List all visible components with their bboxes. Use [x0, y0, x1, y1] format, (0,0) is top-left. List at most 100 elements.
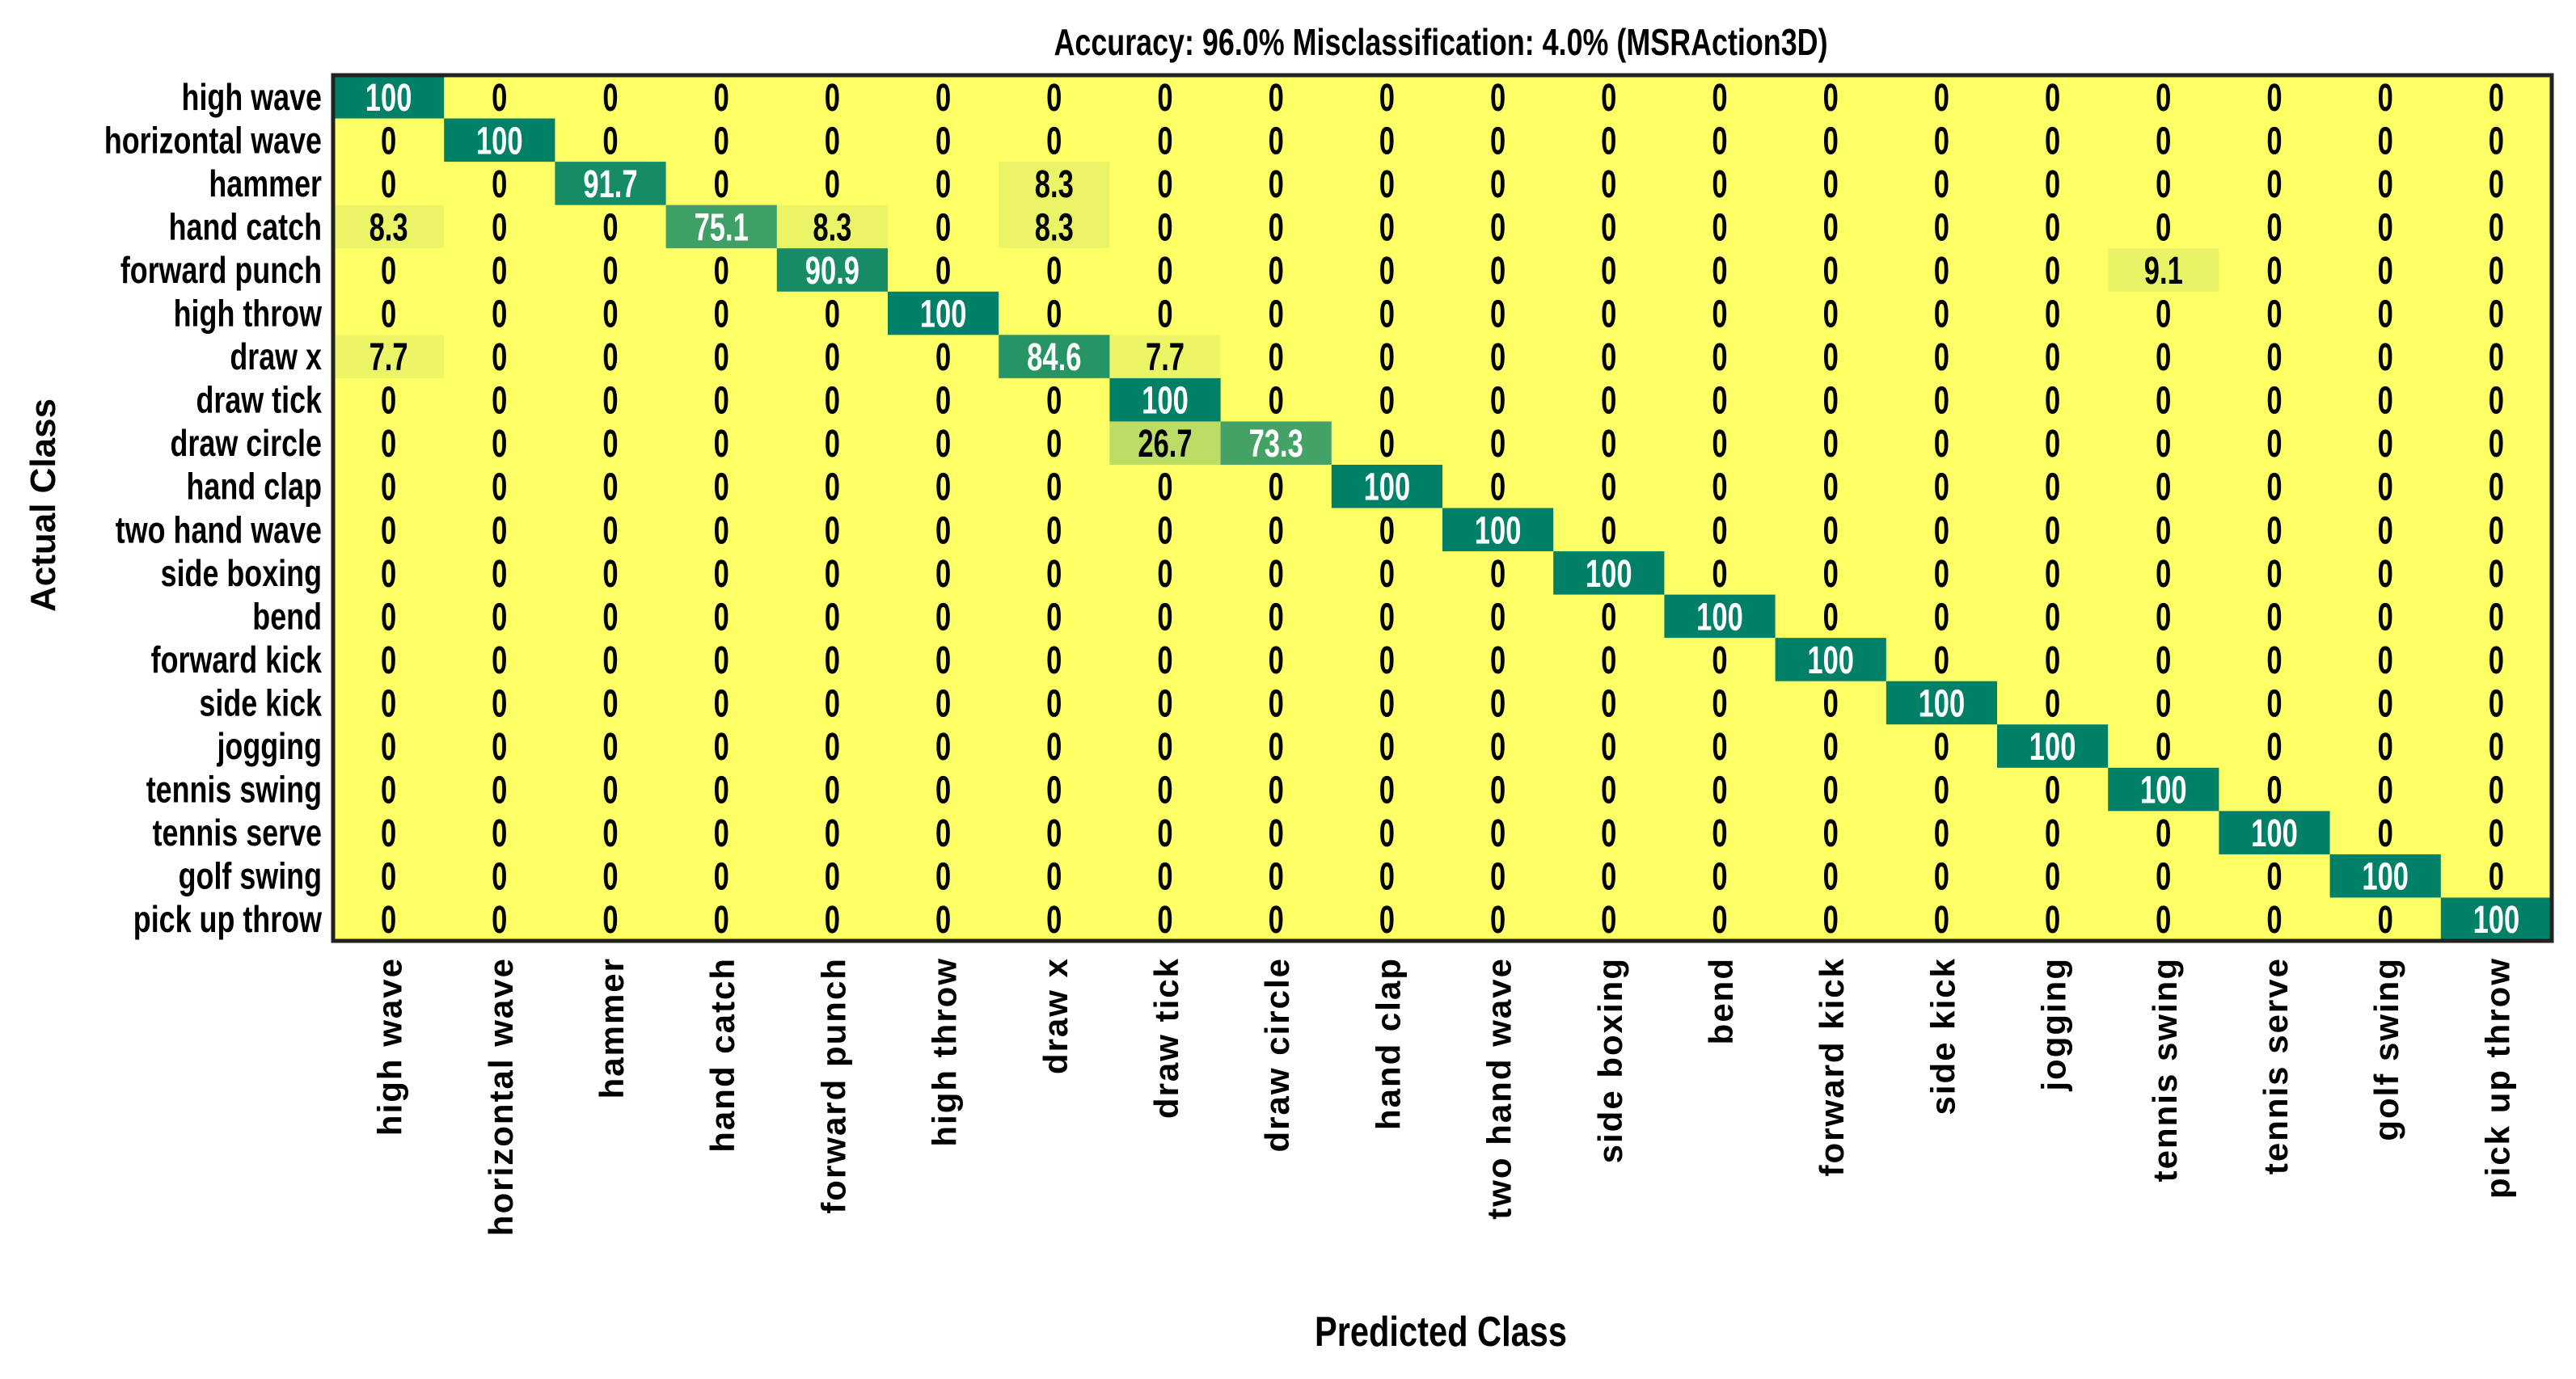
cell-value-label: 0 — [1379, 681, 1395, 725]
cell-value-label: 0 — [714, 248, 729, 292]
cell-value-label: 0 — [2489, 465, 2504, 508]
cell-value-label: 0 — [2045, 854, 2060, 898]
cell-value-label: 0 — [1934, 119, 1949, 162]
cell-value-label: 0 — [1823, 292, 1839, 335]
heatmap-cell — [1553, 75, 1665, 120]
cell-value-label: 0 — [2266, 595, 2282, 639]
cell-value-label: 0 — [1046, 119, 1062, 162]
cell-value-label: 0 — [1601, 681, 1616, 725]
heatmap-cell — [1220, 724, 1332, 769]
heatmap-cell — [2219, 811, 2331, 855]
cell-value-label: 0 — [1823, 119, 1839, 162]
cell-value-label: 0 — [825, 768, 840, 812]
cell-value-label: 100 — [1364, 465, 1411, 508]
cell-value-label: 0 — [602, 335, 618, 378]
cell-value-label: 0 — [1934, 292, 1949, 335]
cell-value-label: 0 — [1269, 812, 1284, 855]
cell-value-label: 0 — [1269, 75, 1284, 119]
heatmap-cell — [1442, 681, 1554, 725]
cell-value-label: 73.3 — [1249, 422, 1303, 466]
heatmap-cell — [333, 594, 445, 639]
cell-value-label: 0 — [1379, 812, 1395, 855]
column-tick-label: side kick — [1924, 957, 1962, 1115]
cell-value-label: 90.9 — [805, 248, 859, 292]
cell-value-label: 0 — [2266, 724, 2282, 768]
heatmap-cell — [2440, 377, 2553, 422]
heatmap-cell — [333, 508, 445, 552]
column-tick-label: side boxing — [1591, 957, 1629, 1163]
heatmap-cell — [1220, 594, 1332, 639]
cell-value-label: 0 — [1712, 898, 1727, 942]
cell-value-label: 0 — [2378, 422, 2393, 466]
heatmap-cell — [1997, 464, 2109, 509]
cell-value-label: 0 — [1934, 378, 1949, 422]
heatmap-cell — [1553, 638, 1665, 682]
cell-value-label: 0 — [1157, 724, 1172, 768]
cell-value-label: 0 — [825, 595, 840, 639]
cell-value-label: 0 — [2156, 812, 2171, 855]
heatmap-cell — [1997, 162, 2109, 206]
cell-value-label: 0 — [935, 551, 951, 595]
cell-value-label: 0 — [381, 681, 396, 725]
cell-value-label: 0 — [2489, 119, 2504, 162]
cell-value-label: 0 — [602, 292, 618, 335]
heatmap-cell — [665, 767, 778, 812]
cell-value-label: 0 — [1934, 595, 1949, 639]
cell-value-label: 0 — [2266, 162, 2282, 205]
cell-value-label: 0 — [935, 898, 951, 942]
heatmap-cell — [1331, 464, 1443, 509]
cell-value-label: 0 — [1712, 465, 1727, 508]
cell-value-label: 0 — [2045, 422, 2060, 466]
cell-value-label: 100 — [2362, 854, 2409, 898]
cell-value-label: 0 — [825, 681, 840, 725]
heatmap-cell — [1109, 291, 1222, 335]
heatmap-cell — [1997, 638, 2109, 682]
cell-value-label: 0 — [1379, 248, 1395, 292]
cell-value-label: 0 — [1157, 119, 1172, 162]
heatmap-cell — [444, 291, 555, 335]
cell-value-label: 0 — [1490, 205, 1505, 249]
heatmap-cell — [1553, 767, 1665, 812]
heatmap-cell — [999, 767, 1110, 812]
heatmap-cell — [776, 118, 889, 162]
cell-value-label: 0 — [935, 465, 951, 508]
row-tick-label: pick up throw — [133, 899, 323, 940]
cell-value-label: 0 — [2156, 292, 2171, 335]
heatmap-cell — [1220, 75, 1332, 120]
heatmap-cell — [1220, 291, 1332, 335]
heatmap-cell — [2329, 594, 2442, 639]
heatmap-cell — [1775, 508, 1887, 552]
row-tick-label: high throw — [174, 293, 323, 334]
cell-value-label: 0 — [935, 248, 951, 292]
cell-value-label: 0 — [602, 75, 618, 119]
heatmap-cell — [1997, 248, 2109, 293]
heatmap-cell — [333, 811, 445, 855]
heatmap-cell — [1886, 248, 1998, 293]
heatmap-cell — [1775, 681, 1887, 725]
cell-value-label: 0 — [2489, 422, 2504, 466]
cell-value-label: 0 — [1934, 465, 1949, 508]
heatmap-cell — [444, 205, 555, 249]
cell-value-label: 0 — [2489, 551, 2504, 595]
cell-value-label: 0 — [2266, 422, 2282, 466]
heatmap-cell — [1775, 335, 1887, 379]
column-tick-label: draw circle — [1258, 957, 1296, 1152]
heatmap-cell — [1886, 508, 1998, 552]
cell-value-label: 0 — [602, 854, 618, 898]
cell-value-label: 0 — [1490, 162, 1505, 205]
heatmap-cell — [1331, 75, 1443, 120]
cell-value-label: 0 — [381, 119, 396, 162]
cell-value-label: 0 — [1712, 162, 1727, 205]
cell-value-label: 0 — [1712, 508, 1727, 552]
cell-value-label: 0 — [2156, 551, 2171, 595]
heatmap-cell — [1886, 811, 1998, 855]
cell-value-label: 8.3 — [813, 205, 851, 249]
cell-value-label: 0 — [1601, 205, 1616, 249]
heatmap-cell — [555, 638, 667, 682]
heatmap-cell — [1109, 638, 1222, 682]
heatmap-cell — [2440, 205, 2553, 249]
heatmap-cell — [888, 897, 999, 942]
cell-value-label: 0 — [1934, 508, 1949, 552]
heatmap-cell — [1220, 335, 1332, 379]
cell-value-label: 0 — [2378, 551, 2393, 595]
